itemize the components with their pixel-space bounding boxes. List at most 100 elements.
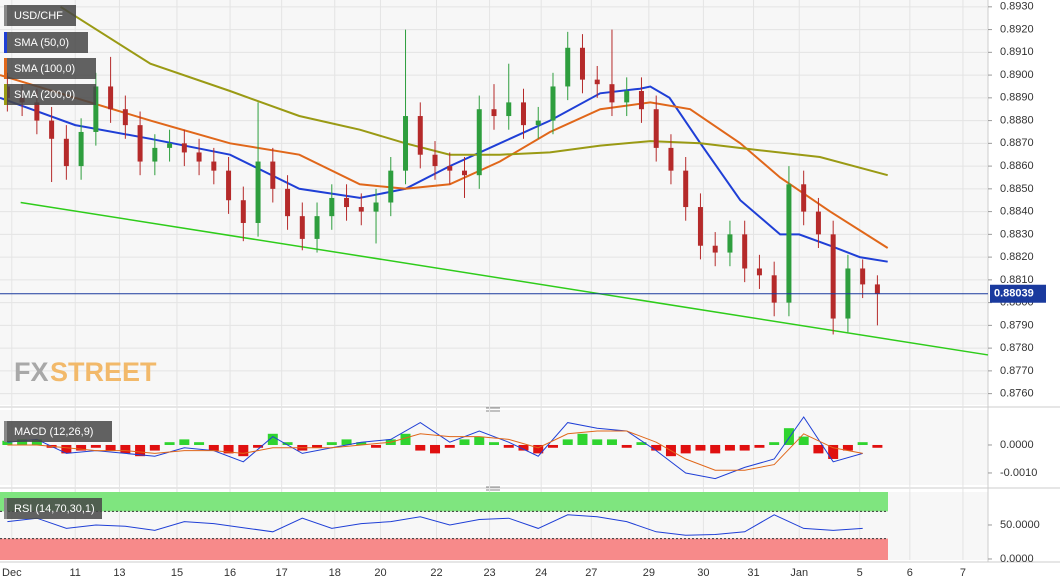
candle-body bbox=[49, 120, 55, 139]
candle-body bbox=[388, 170, 394, 203]
x-tick-label: 17 bbox=[276, 567, 288, 579]
y-tick-label: 0.8920 bbox=[1000, 23, 1034, 35]
histogram-bar bbox=[562, 439, 573, 445]
y-tick-label: 0.8790 bbox=[1000, 319, 1034, 331]
histogram-bar bbox=[518, 444, 529, 451]
candle-body bbox=[491, 109, 497, 117]
candle-body bbox=[93, 86, 99, 132]
histogram-bar bbox=[547, 444, 558, 448]
histogram-bar bbox=[444, 444, 455, 448]
histogram-bar bbox=[533, 444, 544, 454]
y-tick-label: 50.0000 bbox=[1000, 519, 1040, 531]
sma-line bbox=[0, 74, 889, 249]
legend-label: USD/CHF bbox=[14, 10, 63, 22]
histogram-bar bbox=[208, 444, 219, 451]
oversold-zone bbox=[0, 538, 888, 560]
candle-body bbox=[638, 91, 644, 110]
candle-body bbox=[579, 47, 585, 80]
histogram-bar bbox=[105, 444, 116, 451]
histogram-bar bbox=[621, 444, 632, 448]
candle-body bbox=[727, 234, 733, 253]
legend-box bbox=[4, 84, 96, 105]
histogram-bar bbox=[90, 444, 101, 448]
y-tick-label: -0.0010 bbox=[1000, 467, 1037, 479]
x-tick-label: 7 bbox=[960, 567, 966, 579]
histogram-bar bbox=[636, 442, 647, 445]
candle-body bbox=[476, 109, 482, 176]
last-price-box bbox=[990, 284, 1046, 303]
candle-body bbox=[801, 184, 807, 212]
candle-body bbox=[358, 207, 364, 212]
legend-box bbox=[4, 58, 96, 79]
histogram-bar bbox=[798, 436, 809, 445]
histogram-bar bbox=[842, 444, 853, 451]
histogram-bar bbox=[489, 442, 499, 445]
candle-body bbox=[255, 161, 261, 223]
histogram-bar bbox=[326, 442, 337, 445]
legend-label: RSI (14,70,30,1) bbox=[14, 503, 95, 515]
histogram-bar bbox=[341, 439, 352, 445]
histogram-bar bbox=[695, 444, 706, 451]
y-tick-label: 0.0000 bbox=[1000, 439, 1034, 451]
legend-box bbox=[4, 32, 88, 53]
drag-handle[interactable] bbox=[486, 486, 500, 491]
candle-body bbox=[712, 245, 718, 253]
y-tick-label: 0.8860 bbox=[1000, 160, 1034, 172]
candle-body bbox=[417, 116, 423, 155]
candle-body bbox=[403, 116, 409, 171]
x-tick-label: Jan bbox=[790, 567, 808, 579]
macd-line bbox=[7, 416, 863, 480]
candle-body bbox=[240, 200, 246, 223]
x-tick-label: 5 bbox=[857, 567, 863, 579]
candle-body bbox=[211, 161, 217, 171]
histogram-bar bbox=[503, 444, 514, 448]
candle-body bbox=[535, 120, 541, 126]
candle-body bbox=[34, 102, 40, 121]
legend-box bbox=[4, 421, 112, 442]
legend-box bbox=[4, 498, 102, 519]
legend-label: SMA (200,0) bbox=[14, 89, 75, 101]
histogram-bar bbox=[739, 444, 750, 451]
legend-label: SMA (100,0) bbox=[14, 63, 75, 75]
candle-body bbox=[830, 234, 836, 319]
candle-body bbox=[329, 197, 335, 217]
legend-swatch bbox=[4, 498, 7, 519]
y-tick-label: 0.8840 bbox=[1000, 206, 1034, 218]
histogram-bar bbox=[76, 444, 87, 451]
x-tick-label: 20 bbox=[374, 567, 386, 579]
y-tick-label: 0.8900 bbox=[1000, 69, 1034, 81]
candle-body bbox=[285, 188, 291, 217]
histogram-bar bbox=[164, 442, 175, 445]
candle-body bbox=[594, 79, 600, 85]
histogram-bar bbox=[400, 433, 411, 445]
histogram-bar bbox=[223, 444, 234, 454]
candle-body bbox=[742, 234, 748, 269]
legend-swatch bbox=[4, 421, 7, 442]
candle-body bbox=[874, 284, 880, 294]
y-tick-label: 0.8870 bbox=[1000, 137, 1034, 149]
rsi-line bbox=[7, 514, 863, 536]
candle-body bbox=[756, 268, 762, 276]
y-tick-label: 0.8890 bbox=[1000, 92, 1034, 104]
y-tick-label: 0.8930 bbox=[1000, 1, 1034, 13]
overbought-zone bbox=[0, 492, 888, 512]
histogram-bar bbox=[2, 440, 13, 445]
x-tick-label: 18 bbox=[329, 567, 341, 579]
candle-body bbox=[181, 143, 187, 153]
trendline bbox=[20, 201, 989, 356]
candle-body bbox=[550, 86, 556, 121]
drag-handle[interactable] bbox=[486, 407, 500, 412]
histogram-bar bbox=[857, 442, 868, 445]
candle-body bbox=[152, 147, 158, 162]
candle-body bbox=[196, 152, 202, 162]
candle-body bbox=[860, 268, 866, 285]
y-tick-label: 0.8810 bbox=[1000, 274, 1034, 286]
candle-body bbox=[520, 102, 526, 126]
histogram-bar bbox=[651, 444, 662, 451]
histogram-bar bbox=[680, 444, 691, 454]
candle-body bbox=[432, 154, 438, 167]
candle-body bbox=[565, 47, 571, 87]
y-tick-label: 0.8770 bbox=[1000, 365, 1034, 377]
x-tick-label: 15 bbox=[171, 567, 183, 579]
